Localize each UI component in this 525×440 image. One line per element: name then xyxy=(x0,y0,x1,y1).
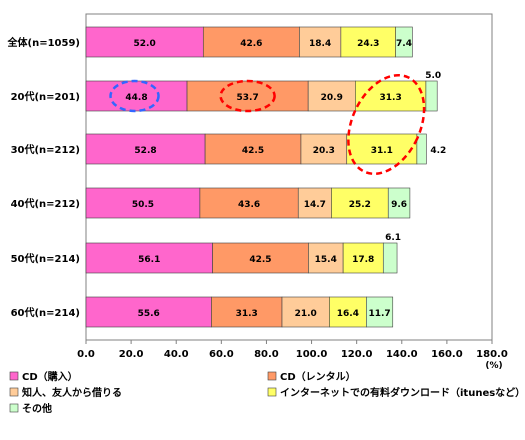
category-label: 60代(n=214) xyxy=(11,306,80,319)
bar-segment xyxy=(395,26,413,58)
bar-segment xyxy=(308,242,344,274)
category-label: 40代(n=212) xyxy=(11,197,80,210)
data-label: 52.8 xyxy=(134,146,156,156)
data-label: 20.9 xyxy=(321,93,343,103)
bar-segment xyxy=(340,26,396,58)
plot-area: 全体(n=1059) 52.0 42.6 18.4 24.3 7.4 20代(n=201) 4… xyxy=(7,13,493,341)
bar-segment xyxy=(382,242,398,274)
legend-swatch xyxy=(267,387,277,397)
x-tick-label: 0.0 xyxy=(77,349,95,360)
data-label: 31.3 xyxy=(380,93,402,103)
bar-segment xyxy=(85,133,206,165)
data-label: 14.7 xyxy=(304,200,326,210)
bar-segment xyxy=(300,133,348,165)
data-label: 56.1 xyxy=(138,255,160,265)
legend-swatch xyxy=(9,403,19,413)
bar-segment xyxy=(85,242,213,274)
data-label: 31.1 xyxy=(371,146,393,156)
legend: CD（購入） CD（レンタル） 知人、友人から借りる インターネットでの有料ダウンロー… xyxy=(9,370,525,415)
bar-segment xyxy=(199,187,299,219)
data-label: 18.4 xyxy=(309,39,331,49)
x-axis: 0.0 20.0 40.0 60.0 80.0 100.0 120.0 140.0 160.0 1… xyxy=(77,339,508,371)
bar-segment xyxy=(212,242,309,274)
data-label: 5.0 xyxy=(425,71,441,81)
x-tick-label: 120.0 xyxy=(341,349,373,360)
highlight-ellipse xyxy=(347,73,426,176)
data-label: 31.3 xyxy=(236,309,258,319)
x-unit-label: (%) xyxy=(485,361,502,371)
data-label: 6.1 xyxy=(385,233,401,243)
data-label: 7.4 xyxy=(396,39,412,49)
data-label: 20.3 xyxy=(313,146,335,156)
data-label: 55.6 xyxy=(138,309,160,319)
bar-segment xyxy=(85,296,212,328)
data-label: 53.7 xyxy=(237,93,259,103)
x-tick-label: 60.0 xyxy=(209,349,234,360)
category-label: 全体(n=1059) xyxy=(7,36,80,49)
bar-segment xyxy=(204,133,302,165)
bar-segment xyxy=(425,80,438,112)
bar-segment xyxy=(355,80,427,112)
bar-segment xyxy=(307,80,356,112)
x-tick-label: 160.0 xyxy=(431,349,463,360)
bar-segment xyxy=(416,133,427,165)
data-label: 50.5 xyxy=(132,200,154,210)
highlight-ellipse xyxy=(109,79,160,113)
legend-swatch xyxy=(267,371,277,381)
data-label: 43.6 xyxy=(238,200,260,210)
bar-segment xyxy=(387,187,411,219)
data-label: 4.2 xyxy=(430,146,446,156)
plot-frame xyxy=(85,13,493,341)
data-label: 42.5 xyxy=(249,255,271,265)
highlight-ellipse xyxy=(219,79,276,113)
legend-label: 知人、友人から借りる xyxy=(21,386,122,399)
legend-label: インターネットでの有料ダウンロード（itunesなど） xyxy=(280,386,525,399)
annotations xyxy=(109,73,426,176)
x-tick-label: 100.0 xyxy=(296,349,328,360)
data-label: 16.4 xyxy=(337,309,359,319)
data-label: 17.8 xyxy=(352,255,374,265)
data-label: 42.6 xyxy=(240,39,262,49)
bar-segment xyxy=(85,80,188,112)
data-label: 24.3 xyxy=(357,39,379,49)
category-label: 50代(n=214) xyxy=(11,252,80,265)
bar-segment xyxy=(202,26,300,58)
data-label: 21.0 xyxy=(295,309,317,319)
legend-swatch xyxy=(9,371,19,381)
bar-segment xyxy=(85,26,204,58)
legend-swatch xyxy=(9,387,19,397)
bar-segment xyxy=(211,296,283,328)
x-tick-label: 180.0 xyxy=(476,349,508,360)
legend-label: その他 xyxy=(22,402,52,415)
data-label: 44.8 xyxy=(125,93,147,103)
x-tick-label: 20.0 xyxy=(119,349,144,360)
data-label: 42.5 xyxy=(242,146,264,156)
x-tick-label: 80.0 xyxy=(254,349,279,360)
x-tick-label: 140.0 xyxy=(386,349,418,360)
category-label: 30代(n=212) xyxy=(11,143,80,156)
data-label: 52.0 xyxy=(134,39,156,49)
bar-segment xyxy=(346,133,418,165)
category-label: 20代(n=201) xyxy=(11,90,80,103)
data-label: 15.4 xyxy=(315,255,337,265)
data-label: 11.7 xyxy=(368,309,390,319)
data-label: 9.6 xyxy=(391,200,407,210)
bar-segment xyxy=(299,26,342,58)
legend-label: CD（レンタル） xyxy=(280,370,356,383)
x-tick-label: 40.0 xyxy=(164,349,189,360)
bar-segment xyxy=(366,296,394,328)
legend-label: CD（購入） xyxy=(22,370,78,383)
data-label: 25.2 xyxy=(349,200,371,210)
bar-segment xyxy=(281,296,330,328)
bar-segment xyxy=(331,187,389,219)
